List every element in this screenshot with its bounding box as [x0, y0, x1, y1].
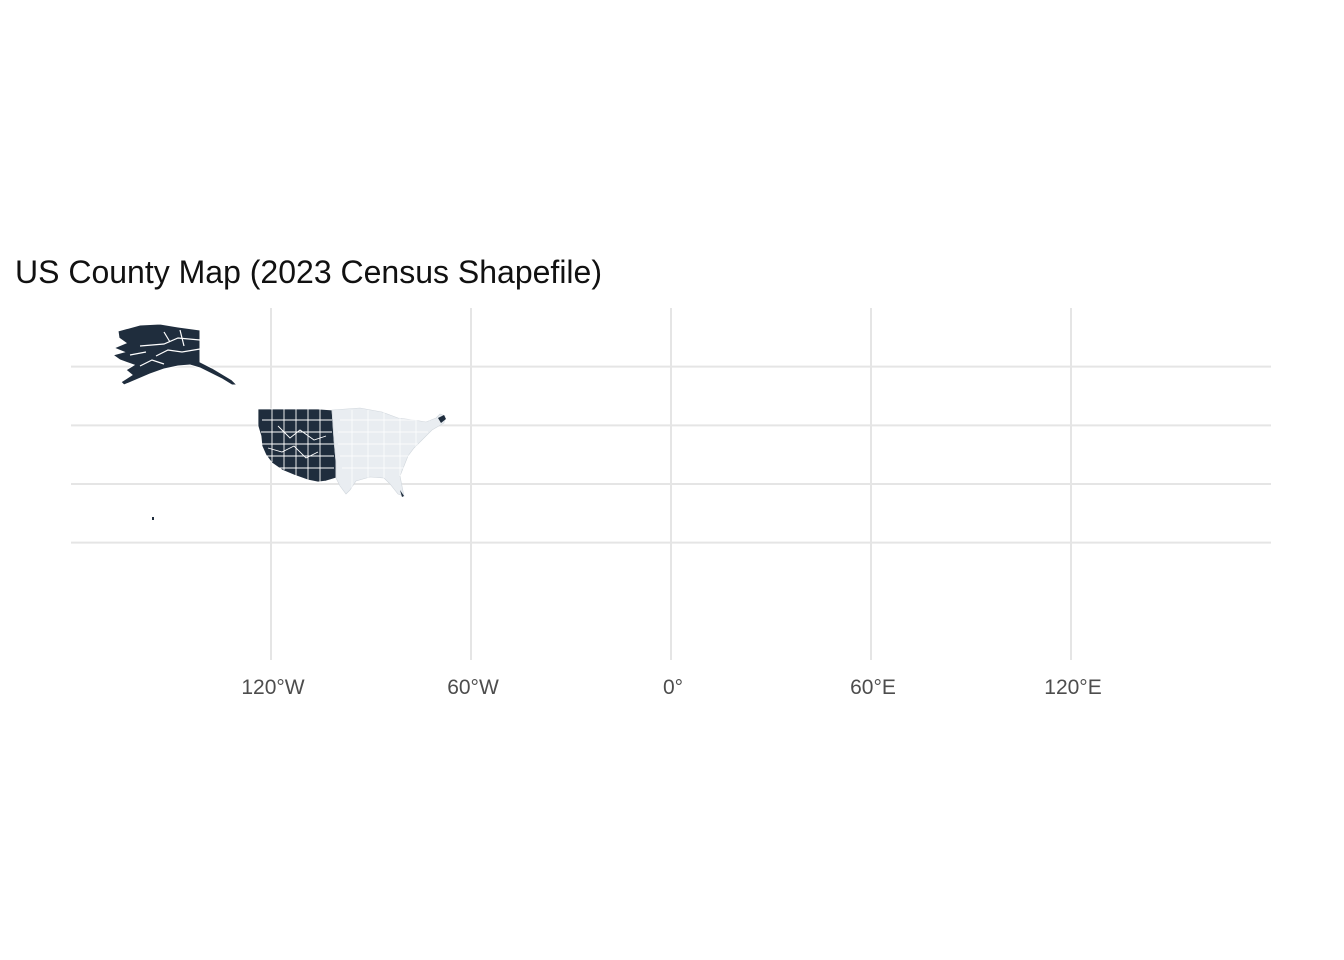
x-tick-label: 60°E [850, 676, 896, 699]
x-tick-label: 60°W [447, 676, 499, 699]
x-tick-label: 120°E [1044, 676, 1101, 699]
hawaii-region [152, 517, 154, 520]
florida-dark-tip [400, 490, 404, 497]
conus-west-shape [257, 408, 337, 483]
alaska-region [111, 323, 239, 386]
map-title: US County Map (2023 Census Shapefile) [15, 254, 602, 290]
grid-layer [71, 308, 1271, 660]
hawaii-shape [152, 517, 154, 520]
conus-region [257, 407, 446, 497]
tick-layer: 120°W 60°W 0° 60°E 120°E [241, 676, 1101, 699]
conus-east-county-borders [338, 410, 430, 490]
new-england-dark-patch [438, 415, 446, 423]
conus-county-borders [261, 409, 334, 482]
x-tick-label: 0° [663, 676, 683, 699]
conus-east-shape [331, 407, 446, 497]
x-tick-label: 120°W [241, 676, 304, 699]
land-layer [111, 323, 446, 520]
alaska-county-borders [129, 329, 201, 367]
alaska-shape [111, 323, 239, 386]
